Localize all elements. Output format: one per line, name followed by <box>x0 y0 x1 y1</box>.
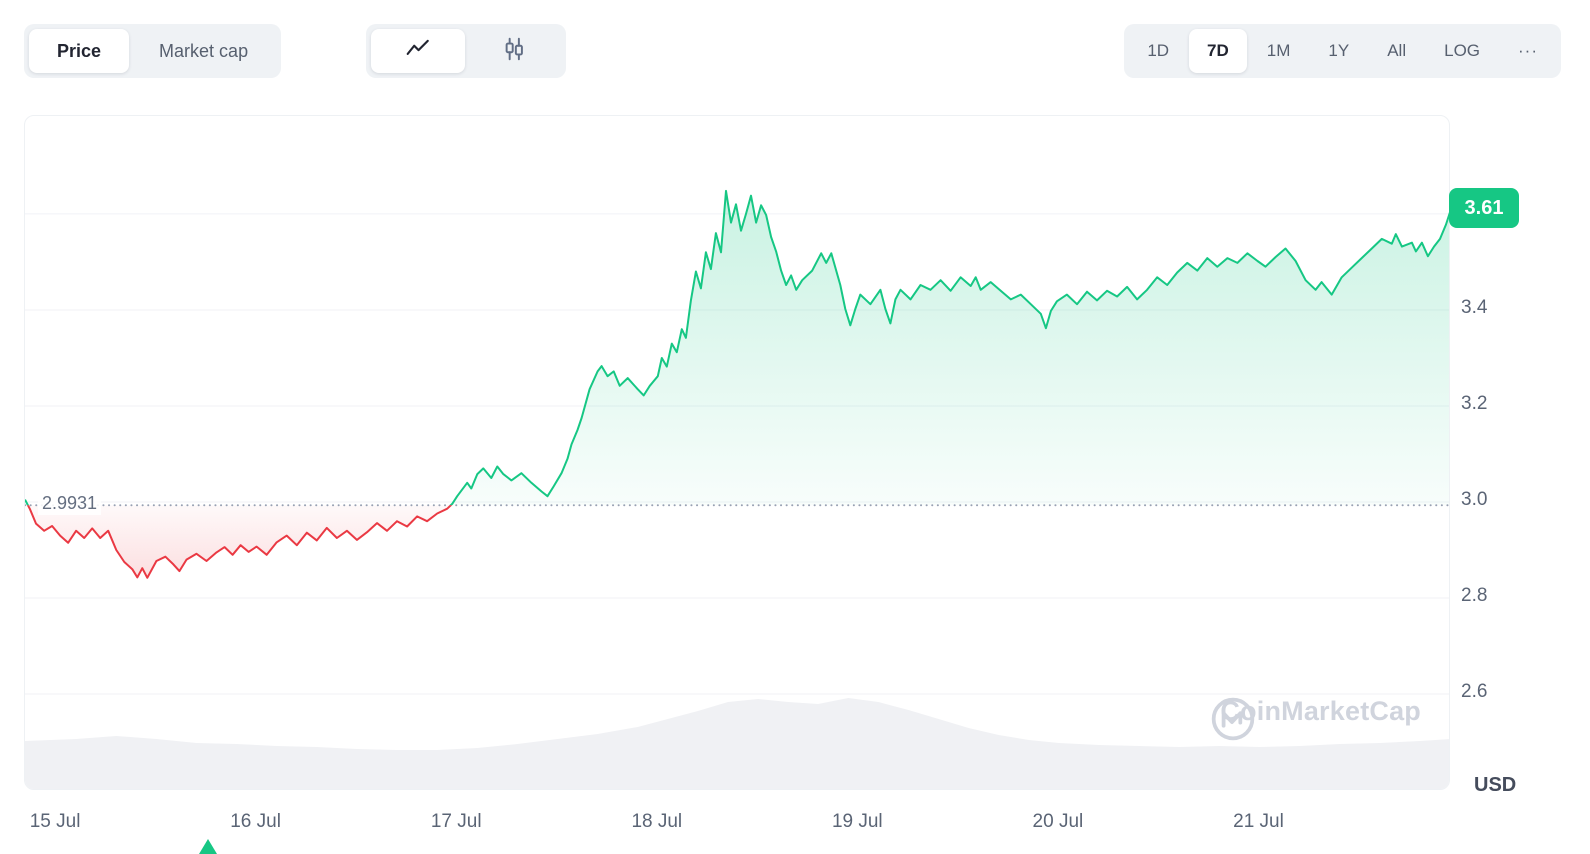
price-tab[interactable]: Price <box>29 29 130 73</box>
y-axis-label: 2.8 <box>1461 585 1488 606</box>
range-1d-button[interactable]: 1D <box>1129 29 1187 73</box>
range-7d-button[interactable]: 7D <box>1189 29 1247 73</box>
range-1y-button[interactable]: 1Y <box>1310 29 1367 73</box>
range-1m-button[interactable]: 1M <box>1249 29 1309 73</box>
line-chart-icon <box>405 36 431 67</box>
log-scale-button[interactable]: LOG <box>1426 29 1498 73</box>
bottom-green-marker <box>199 839 217 854</box>
y-axis-label: 3.2 <box>1461 392 1488 414</box>
market-cap-tab[interactable]: Market cap <box>131 29 276 73</box>
x-axis-label: 18 Jul <box>631 811 683 832</box>
range-toggle-group: 1D 7D 1M 1Y All LOG ··· <box>1124 24 1561 78</box>
y-axis-label: 2.6 <box>1461 681 1488 703</box>
metric-toggle-group: Price Market cap <box>24 24 282 78</box>
x-axis-label: 15 Jul <box>29 811 81 832</box>
x-axis-label: 20 Jul <box>1032 811 1084 832</box>
currency-unit-label: USD <box>1474 774 1517 796</box>
candlestick-chart-button[interactable] <box>467 29 561 73</box>
current-price-badge: 3.61 <box>1449 188 1519 229</box>
range-all-button[interactable]: All <box>1369 29 1424 73</box>
candlestick-chart-icon <box>501 36 527 67</box>
x-axis: 15 Jul 16 Jul 17 Jul 18 Jul 19 Jul 20 Ju… <box>24 811 1450 841</box>
chart-area[interactable]: 2.9931 CoinMarketCap <box>24 115 1450 790</box>
x-axis-label: 19 Jul <box>831 811 883 832</box>
more-options-button[interactable]: ··· <box>1500 29 1556 73</box>
x-axis-label: 17 Jul <box>430 811 482 832</box>
y-axis-label: 3.0 <box>1461 488 1488 510</box>
x-axis-label: 21 Jul <box>1233 811 1284 832</box>
x-axis-label: 16 Jul <box>230 811 281 832</box>
price-chart-svg <box>25 189 1449 789</box>
y-axis-label: 3.4 <box>1461 296 1488 318</box>
line-chart-button[interactable] <box>371 29 465 73</box>
chart-type-toggle-group <box>366 24 566 78</box>
baseline-price-label: 2.9931 <box>38 492 102 516</box>
y-axis: 3.4 3.2 3.0 2.8 2.6 USD <box>1458 115 1568 815</box>
